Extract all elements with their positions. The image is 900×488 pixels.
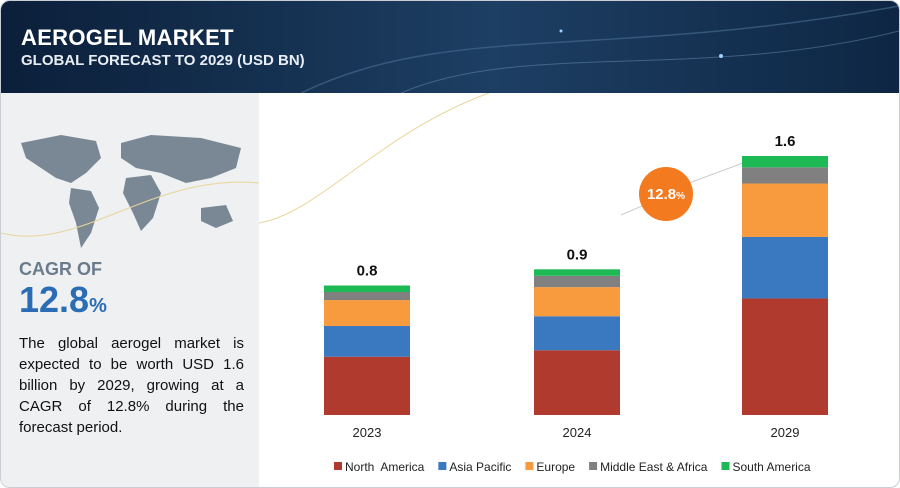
bar-segment bbox=[324, 291, 410, 301]
x-tick-label: 2023 bbox=[353, 425, 382, 440]
header-decoration bbox=[300, 5, 899, 93]
cagr-badge bbox=[639, 167, 693, 221]
legend-marker bbox=[438, 462, 447, 470]
bar-segment bbox=[742, 298, 828, 415]
x-tick-label: 2024 bbox=[563, 425, 592, 440]
cagr-number: 12.8 bbox=[19, 279, 90, 320]
cagr-badge-text: 12.8% bbox=[647, 186, 685, 203]
cagr-value: 12.8% bbox=[19, 279, 107, 321]
legend-label: Middle East & Africa bbox=[600, 460, 708, 474]
cagr-unit: % bbox=[89, 295, 107, 317]
legend-label: South America bbox=[732, 460, 810, 474]
legend-label: North America bbox=[345, 460, 425, 474]
bar-segment bbox=[742, 167, 828, 184]
header: AEROGEL MARKET GLOBAL FORECAST TO 2029 (… bbox=[1, 1, 899, 93]
total-label: 0.8 bbox=[357, 263, 378, 280]
x-tick-label: 2029 bbox=[771, 425, 800, 440]
decor-line bbox=[259, 93, 490, 224]
bar-segment bbox=[742, 183, 828, 237]
bar-segment bbox=[324, 325, 410, 357]
total-label: 1.6 bbox=[775, 133, 796, 150]
legend-label: Asia Pacific bbox=[449, 460, 511, 474]
description: The global aerogel market is expected to… bbox=[19, 335, 244, 436]
title: AEROGEL MARKET bbox=[21, 25, 234, 50]
bar-segment bbox=[324, 285, 410, 292]
legend-marker bbox=[334, 462, 342, 470]
bar-segment bbox=[324, 300, 410, 326]
bar-segment bbox=[534, 275, 620, 288]
cagr-label: CAGR OF bbox=[19, 259, 102, 279]
connector bbox=[688, 162, 744, 184]
badge-unit: % bbox=[676, 191, 685, 202]
chart: 12.8% 0.8 2023 0.9 2024 1.6 2029 North America… bbox=[259, 93, 828, 474]
total-label: 0.9 bbox=[567, 246, 588, 263]
world-map bbox=[1, 135, 259, 248]
bar-segment bbox=[742, 236, 828, 299]
bar-segment bbox=[534, 269, 620, 276]
legend-label: Europe bbox=[536, 460, 575, 474]
bar-segment bbox=[534, 350, 620, 415]
badge-number: 12.8 bbox=[647, 186, 676, 203]
subtitle: GLOBAL FORECAST TO 2029 (USD BN) bbox=[21, 52, 305, 69]
legend-marker bbox=[721, 462, 730, 470]
bar-segment bbox=[534, 287, 620, 317]
bar-segment bbox=[324, 356, 410, 415]
legend-marker bbox=[589, 462, 598, 470]
bar-segment bbox=[534, 316, 620, 351]
legend-marker bbox=[525, 462, 534, 470]
sidebar: CAGR OF 12.8% The global aerogel market … bbox=[1, 93, 259, 487]
bar-segment bbox=[742, 156, 828, 168]
